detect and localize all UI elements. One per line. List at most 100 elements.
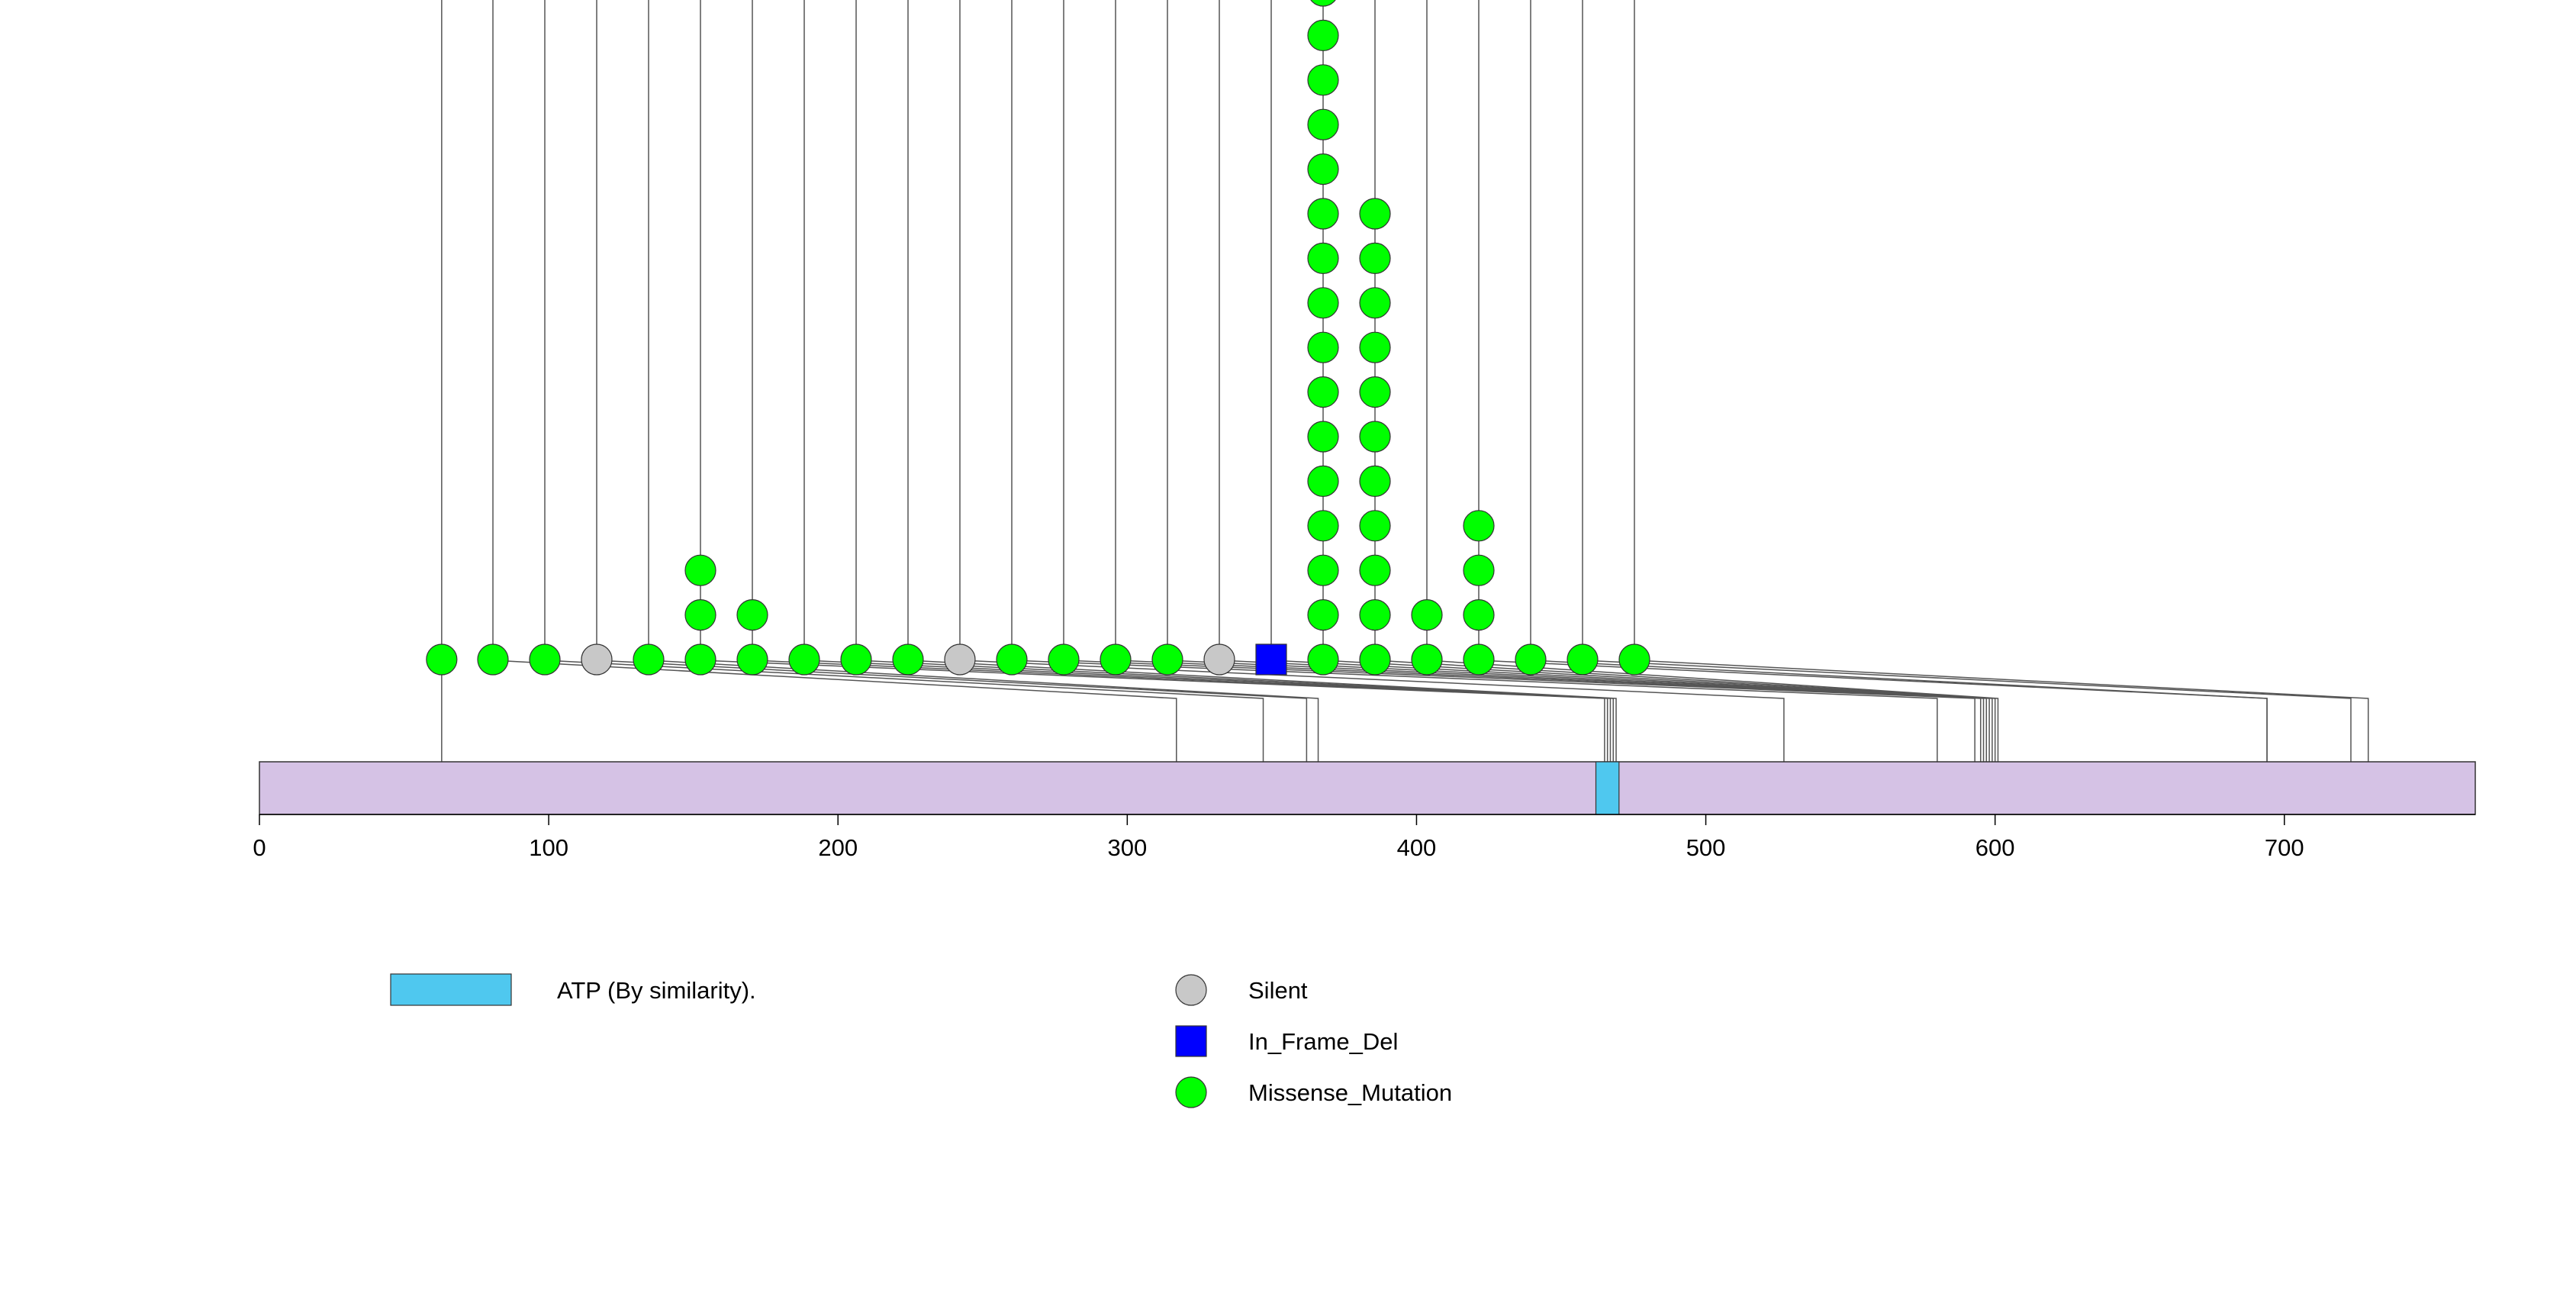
mutation-marker-missense[interactable] [1359,242,1391,274]
mutation-marker-missense[interactable] [426,643,458,676]
protein-track [259,761,2476,815]
mutation-marker-missense[interactable] [1307,554,1339,586]
mutation-marker-missense[interactable] [1307,108,1339,140]
mutation-marker-missense[interactable] [996,643,1028,676]
mutation-stem [1582,0,2352,814]
mutation-marker-missense[interactable] [1359,376,1391,408]
mutation-stem [596,0,1308,814]
mutation-stem [700,0,1605,814]
mutation-marker-missense[interactable] [1359,287,1391,319]
mutation-marker-missense[interactable] [684,554,716,586]
mutation-marker-missense[interactable] [1359,598,1391,631]
mutation-marker-missense[interactable] [1567,643,1599,676]
mutation-marker-missense[interactable] [633,643,665,676]
mutation-marker-missense[interactable] [1463,643,1495,676]
mutation-marker-missense[interactable] [1307,510,1339,542]
mutation-stem [1219,0,1988,814]
mutation-stem [907,0,1617,814]
x-tick-label-0: 0 [253,834,266,861]
mutation-stem [492,0,1177,814]
mutation-stem [1634,0,2369,814]
mutation-marker-silent[interactable] [581,643,613,676]
mutation-marker-missense[interactable] [788,643,820,676]
legend-silent-icon [1175,974,1207,1006]
mutation-stems [441,0,2369,814]
mutation-marker-missense[interactable] [1307,287,1339,319]
legend-domain-label: ATP (By similarity). [557,977,756,1004]
mutation-marker-in-frame-del[interactable] [1255,643,1287,676]
mutation-stem [1374,0,1996,814]
mutation-marker-missense[interactable] [1411,598,1443,631]
mutation-marker-missense[interactable] [1307,465,1339,498]
x-axis: 0 100 200 300 400 500 600 700 [253,814,2475,861]
mutation-marker-missense[interactable] [1307,421,1339,453]
mutation-marker-missense[interactable] [1307,643,1339,676]
mutation-marker-missense[interactable] [840,643,872,676]
mutation-markers [426,0,1650,676]
mutation-stem [959,0,1785,814]
domain-atp-binding [1595,761,1620,815]
mutation-stem [855,0,1614,814]
protein-bar [259,761,2476,815]
mutation-marker-missense[interactable] [892,643,924,676]
mutation-marker-missense[interactable] [1359,421,1391,453]
legend-in-frame-del-icon [1175,1025,1207,1057]
mutation-marker-missense[interactable] [1359,198,1391,230]
mutation-marker-missense[interactable] [477,643,509,676]
mutation-marker-silent[interactable] [1203,643,1235,676]
x-tick-label-400: 400 [1397,834,1437,861]
mutation-marker-missense[interactable] [1048,643,1080,676]
mutation-marker-missense[interactable] [1463,598,1495,631]
mutation-marker-missense[interactable] [1515,643,1547,676]
legend-type-label: Silent [1248,977,1308,1004]
x-tick-label-300: 300 [1107,834,1147,861]
mutation-marker-missense[interactable] [1359,331,1391,363]
legend-type-label: Missense_Mutation [1248,1079,1452,1106]
mutation-marker-missense[interactable] [1618,643,1650,676]
mutation-marker-missense[interactable] [1100,643,1132,676]
legend-missense-icon [1175,1076,1207,1108]
mutation-marker-missense[interactable] [736,643,768,676]
mutation-marker-silent[interactable] [944,643,976,676]
legend-type-label: In_Frame_Del [1248,1028,1398,1055]
mutation-stem [1011,0,1938,814]
mutation-marker-missense[interactable] [1307,242,1339,274]
x-tick-label-500: 500 [1686,834,1726,861]
mutation-marker-missense[interactable] [1307,64,1339,96]
legend-domain-swatch [390,973,512,1006]
mutation-marker-missense[interactable] [1463,510,1495,542]
mutation-marker-missense[interactable] [1307,598,1339,631]
mutation-marker-missense[interactable] [1308,0,1338,7]
mutation-marker-missense[interactable] [684,643,716,676]
mutation-marker-missense[interactable] [736,598,768,631]
mutation-stem [803,0,1612,814]
mutation-marker-missense[interactable] [1307,153,1339,185]
x-tick-label-100: 100 [529,834,568,861]
mutation-marker-missense[interactable] [1151,643,1183,676]
mutation-stem [1322,0,1993,814]
mutation-stem [1530,0,2268,814]
mutation-marker-missense[interactable] [1307,198,1339,230]
mutation-marker-missense[interactable] [1359,643,1391,676]
mutation-stem [1115,0,1982,814]
mutation-marker-missense[interactable] [1463,554,1495,586]
mutation-marker-missense[interactable] [1359,465,1391,498]
mutation-marker-missense[interactable] [684,598,716,631]
mutation-marker-missense[interactable] [1307,376,1339,408]
mutation-marker-missense[interactable] [1411,643,1443,676]
mutation-stem [1167,0,1985,814]
x-tick-label-200: 200 [818,834,858,861]
legend: ATP (By similarity). Silent In_Frame_Del Mi… [390,973,1452,1108]
x-tick-label-600: 600 [1975,834,2015,861]
mutation-marker-missense[interactable] [1359,554,1391,586]
mutation-marker-missense[interactable] [529,643,561,676]
mutation-marker-missense[interactable] [1307,19,1339,52]
mutation-stem [1063,0,1975,814]
mutation-stem [544,0,1264,814]
mutation-stem [648,0,1319,814]
mutation-stem [1270,0,1990,814]
mutation-marker-missense[interactable] [1307,331,1339,363]
mutation-marker-missense[interactable] [1359,510,1391,542]
x-tick-label-700: 700 [2265,834,2304,861]
